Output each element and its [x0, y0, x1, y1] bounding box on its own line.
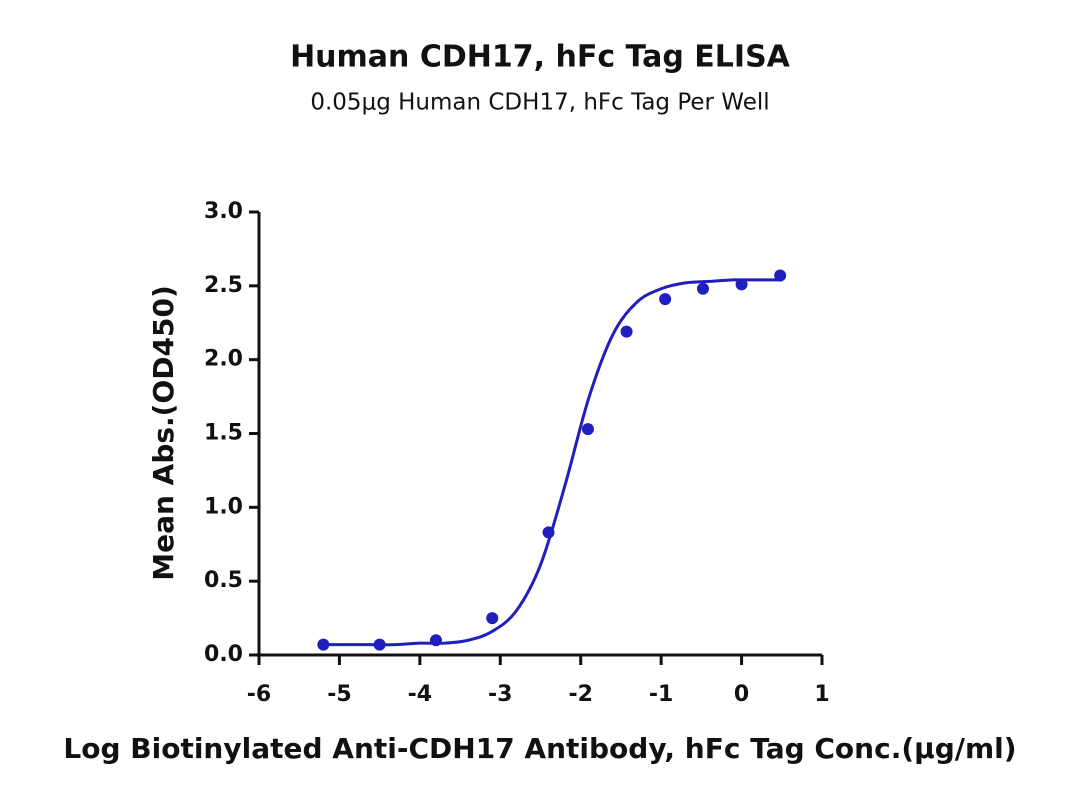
x-tick-label: -4 — [408, 682, 432, 707]
y-tick-label: 1.5 — [204, 421, 243, 446]
x-tick-label: 1 — [814, 682, 829, 707]
data-point — [620, 325, 633, 338]
data-point — [429, 634, 442, 647]
data-point — [774, 269, 787, 282]
x-tick-label: -1 — [649, 682, 673, 707]
y-tick-label: 0.5 — [204, 568, 243, 593]
y-tick-label: 2.5 — [204, 273, 243, 298]
fit-curve — [323, 278, 782, 647]
data-point — [581, 423, 594, 436]
y-tick-label: 3.0 — [204, 199, 243, 224]
x-tick-label: -6 — [247, 682, 271, 707]
data-point — [659, 293, 672, 306]
y-tick-label: 2.0 — [204, 347, 243, 372]
y-axis-label: Mean Abs.(OD450) — [147, 285, 180, 581]
data-point — [486, 612, 499, 625]
data-point — [735, 278, 748, 291]
chart-subtitle: 0.05μg Human CDH17, hFc Tag Per Well — [310, 90, 769, 116]
data-point — [542, 526, 555, 539]
x-tick-label: -3 — [488, 682, 512, 707]
chart-title: Human CDH17, hFc Tag ELISA — [290, 40, 791, 75]
x-tick-label: -2 — [568, 682, 592, 707]
x-tick-label: 0 — [734, 682, 749, 707]
data-point — [696, 282, 709, 295]
data-point — [317, 638, 330, 651]
x-axis-label: Log Biotinylated Anti-CDH17 Antibody, hF… — [63, 732, 1016, 765]
y-tick-label: 1.0 — [204, 494, 243, 519]
data-point — [373, 638, 386, 651]
x-tick-label: -5 — [327, 682, 351, 707]
y-tick-label: 0.0 — [204, 642, 243, 667]
